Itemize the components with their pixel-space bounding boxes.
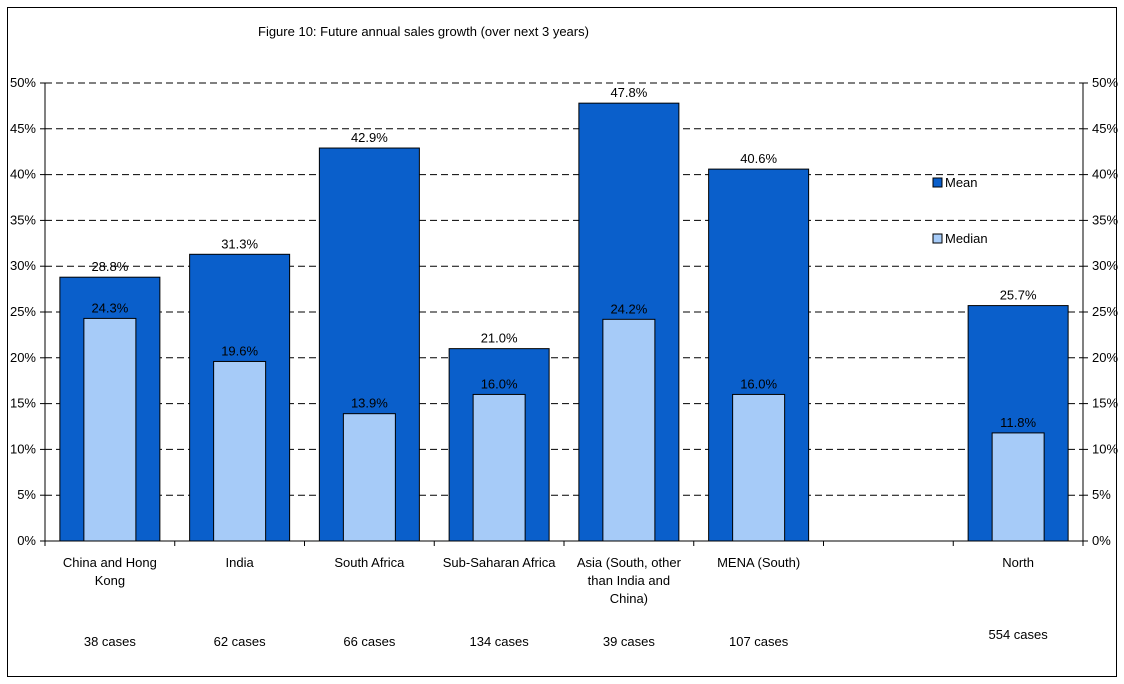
y-tick-label-left: 35%	[10, 212, 36, 227]
x-category-label: North	[1002, 555, 1034, 570]
mean-data-label: 28.8%	[91, 259, 128, 274]
median-data-label: 24.2%	[610, 301, 647, 316]
y-tick-label-right: 5%	[1092, 487, 1111, 502]
median-data-label: 16.0%	[481, 376, 518, 391]
y-tick-label-left: 20%	[10, 350, 36, 365]
grid-lines	[45, 82, 1083, 496]
y-tick-label-right: 20%	[1092, 350, 1118, 365]
y-tick-label-left: 5%	[17, 487, 36, 502]
legend-label-mean: Mean	[945, 175, 978, 190]
median-bar	[991, 432, 1045, 542]
y-tick-label-right: 15%	[1092, 396, 1118, 411]
legend-label-median: Median	[945, 231, 988, 246]
x-category-label: Sub-Saharan Africa	[443, 555, 557, 570]
mean-data-label: 47.8%	[610, 85, 647, 100]
median-data-label: 19.6%	[221, 343, 258, 358]
case-count-label: 134 cases	[469, 634, 529, 649]
x-category-label: than India and	[588, 573, 670, 588]
median-data-label: 24.3%	[91, 300, 128, 315]
mean-data-label: 42.9%	[351, 130, 388, 145]
legend-swatch-median	[932, 233, 943, 244]
chart-title: Figure 10: Future annual sales growth (o…	[258, 24, 589, 39]
median-bar	[472, 393, 526, 542]
median-bar	[213, 360, 267, 542]
y-tick-label-right: 40%	[1092, 167, 1118, 182]
y-tick-label-left: 25%	[10, 304, 36, 319]
y-tick-label-left: 0%	[17, 533, 36, 548]
y-tick-label-right: 30%	[1092, 258, 1118, 273]
median-bar	[342, 413, 396, 542]
mean-data-label: 40.6%	[740, 151, 777, 166]
case-count-label: 107 cases	[729, 634, 789, 649]
y-tick-label-right: 45%	[1092, 121, 1118, 136]
y-tick-label-left: 15%	[10, 396, 36, 411]
x-category-label: China and Hong	[63, 555, 157, 570]
bars	[59, 102, 1069, 542]
x-category-label: MENA (South)	[717, 555, 800, 570]
case-count-label: 39 cases	[603, 634, 656, 649]
case-count-label: 554 cases	[988, 627, 1048, 642]
y-tick-label-right: 35%	[1092, 212, 1118, 227]
median-bar	[602, 318, 656, 542]
y-tick-label-right: 0%	[1092, 533, 1111, 548]
y-tick-label-right: 10%	[1092, 441, 1118, 456]
chart-frame	[7, 7, 1117, 677]
labels: 28.8% 24.3% China and Hong Kong 38 cases 31.3…	[63, 85, 1048, 649]
case-count-label: 62 cases	[214, 634, 267, 649]
y-tick-label-right: 25%	[1092, 304, 1118, 319]
mean-data-label: 31.3%	[221, 236, 258, 251]
y-tick-label-left: 30%	[10, 258, 36, 273]
median-bar	[83, 317, 137, 542]
y-tick-label-left: 45%	[10, 121, 36, 136]
y-tick-label-left: 50%	[10, 75, 36, 90]
axes: 0% 0% 5% 5% 10% 10% 15% 15% 20% 20% 25% 25% 30% 30% 35…	[10, 75, 1118, 548]
legend-swatch-mean	[932, 177, 943, 188]
median-bar	[732, 393, 786, 542]
x-category-label: Kong	[95, 573, 125, 588]
mean-data-label: 21.0%	[481, 331, 518, 346]
y-tick-label-left: 40%	[10, 167, 36, 182]
median-data-label: 13.9%	[351, 396, 388, 411]
x-category-label: South Africa	[334, 555, 405, 570]
legend: Mean Median	[932, 175, 988, 246]
mean-data-label: 25.7%	[1000, 288, 1037, 303]
x-category-label: Asia (South, other	[577, 555, 682, 570]
y-tick-label-right: 50%	[1092, 75, 1118, 90]
case-count-label: 38 cases	[84, 634, 137, 649]
case-count-label: 66 cases	[343, 634, 396, 649]
x-category-label: China)	[610, 591, 648, 606]
median-data-label: 11.8%	[1000, 415, 1036, 430]
median-data-label: 16.0%	[740, 376, 777, 391]
x-category-label: India	[226, 555, 255, 570]
y-tick-label-left: 10%	[10, 441, 36, 456]
